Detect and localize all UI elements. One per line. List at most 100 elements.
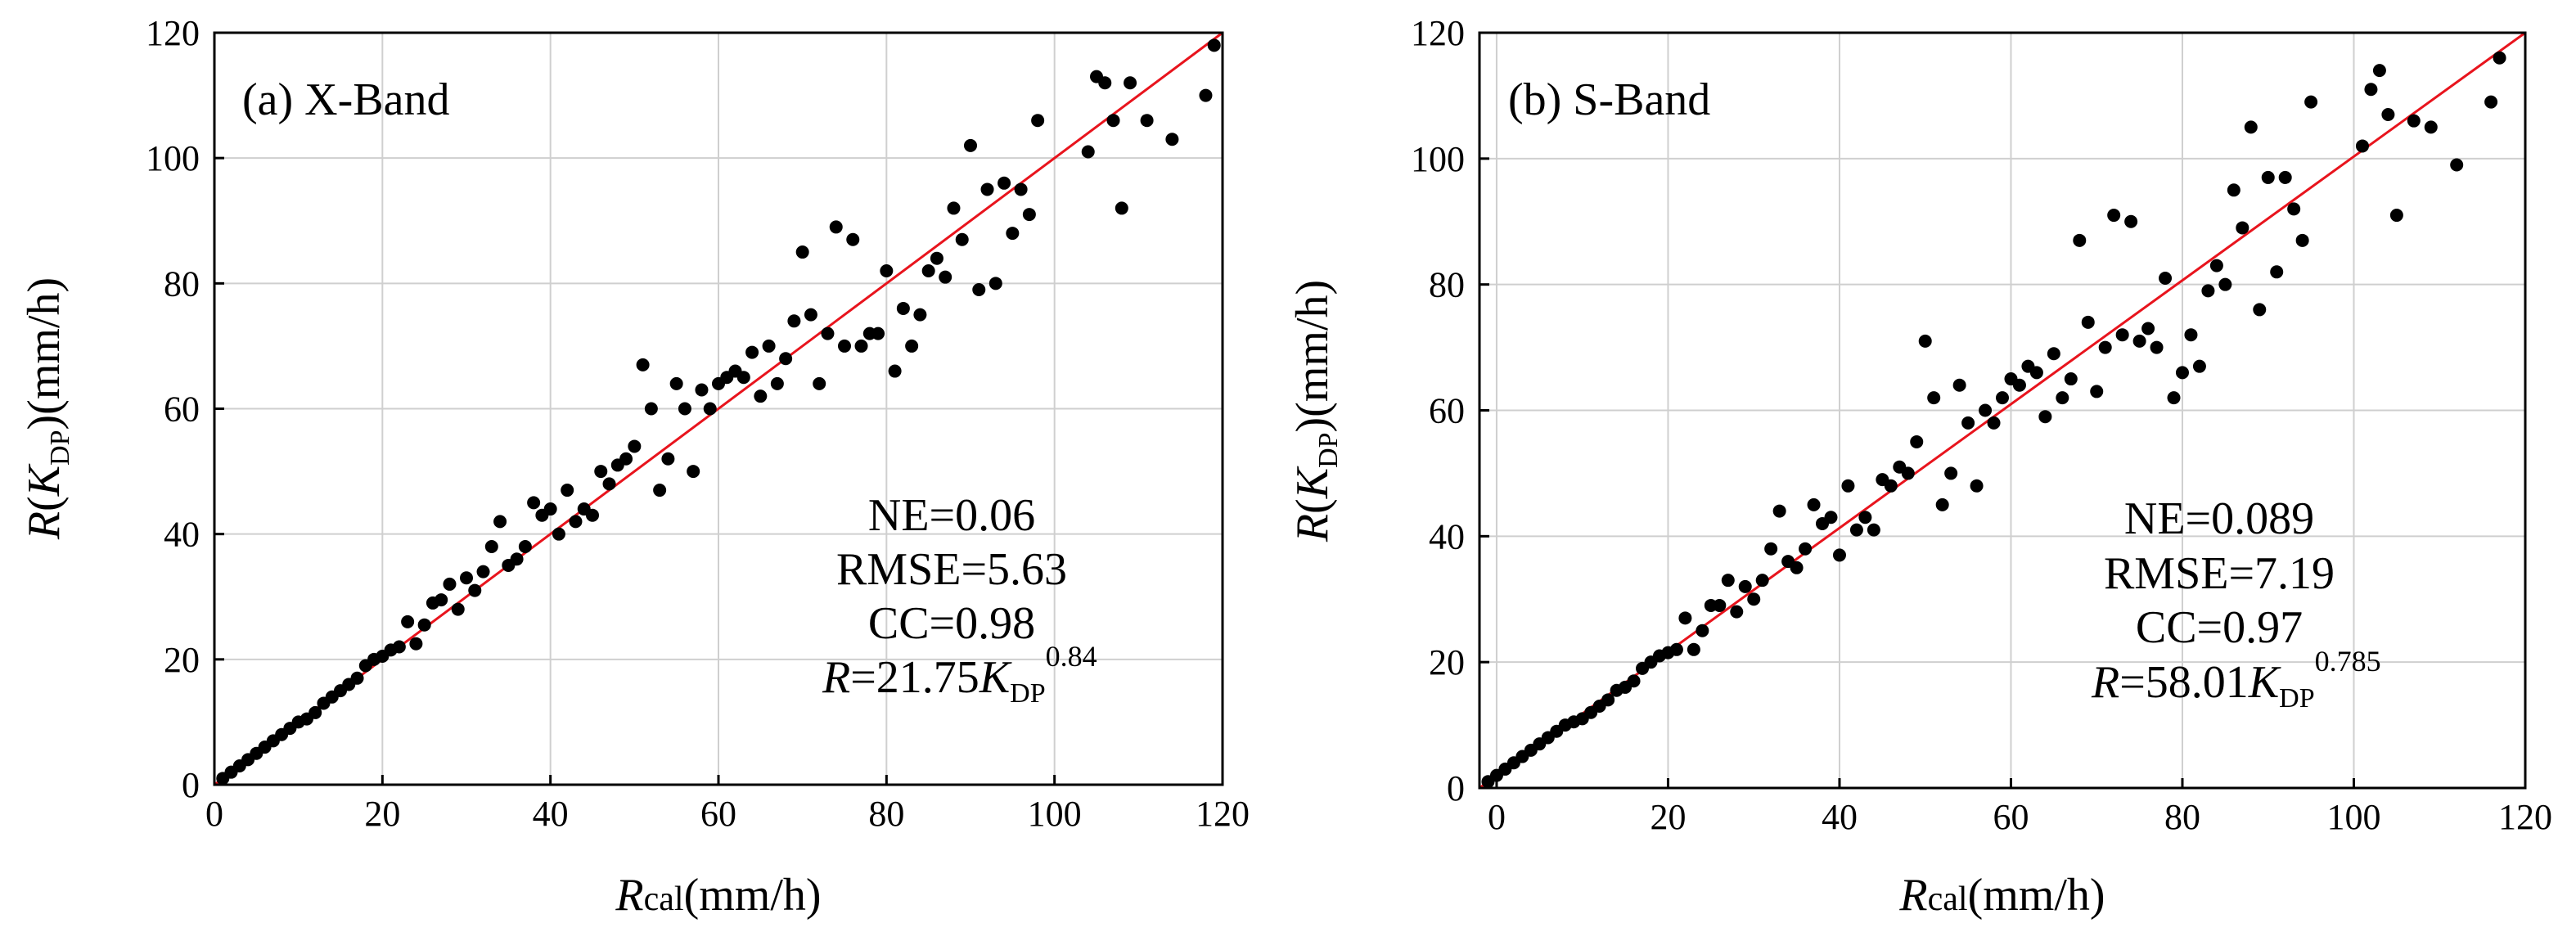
y-tick-label: 80 — [1429, 265, 1465, 305]
x-tick-label: 80 — [2164, 797, 2200, 837]
data-point — [2124, 214, 2138, 228]
data-point — [460, 571, 473, 585]
data-point — [1790, 561, 1804, 574]
data-point — [1824, 511, 1838, 525]
data-point — [871, 326, 885, 340]
data-point — [636, 358, 650, 371]
data-point — [2295, 233, 2309, 247]
data-point — [813, 376, 826, 390]
data-point — [2029, 366, 2043, 380]
y-tick-label: 60 — [1429, 391, 1465, 431]
data-point — [1927, 391, 1941, 405]
data-point — [2107, 209, 2121, 223]
data-point — [687, 465, 700, 479]
x-tick-label: 120 — [1196, 794, 1250, 834]
y-tick-label: 60 — [164, 389, 200, 430]
data-point — [644, 402, 658, 416]
data-point — [1944, 466, 1958, 480]
x-axis-label: Rcal(mm/h) — [1898, 870, 2105, 921]
data-point — [1721, 574, 1735, 588]
data-point — [678, 402, 691, 416]
x-tick-label: 0 — [205, 794, 223, 834]
data-point — [619, 452, 633, 466]
x-label-sub: cal — [1928, 880, 1968, 918]
data-point — [2192, 359, 2206, 373]
data-point — [939, 270, 952, 284]
y-label-main: R — [1287, 514, 1338, 543]
data-point — [510, 552, 524, 566]
eq-k: K — [2248, 657, 2281, 708]
data-point — [2270, 265, 2284, 279]
data-point — [1627, 674, 1641, 688]
data-point — [2056, 391, 2069, 405]
eq-exp: 0.84 — [1046, 640, 1097, 673]
x-tick-label: 0 — [1488, 797, 1506, 837]
x-tick-label: 20 — [364, 794, 400, 834]
data-point — [2244, 120, 2258, 134]
data-point — [947, 201, 961, 215]
data-point — [1081, 145, 1095, 159]
data-point — [1022, 208, 1036, 222]
data-point — [754, 389, 768, 403]
y-tick-label: 40 — [1429, 516, 1465, 556]
data-point — [308, 705, 322, 719]
panel-label: (b) S-Band — [1508, 74, 1710, 125]
eq-sub: DP — [1010, 678, 1045, 709]
data-point — [921, 264, 935, 278]
panel-label: (a) X-Band — [242, 74, 449, 125]
y-label-unit: (mm/h) — [1287, 280, 1338, 417]
x-tick-label: 100 — [2326, 797, 2380, 837]
data-point — [804, 308, 817, 322]
data-point — [846, 232, 860, 246]
data-point — [628, 439, 642, 453]
data-point — [602, 477, 616, 491]
data-point — [1910, 434, 1924, 448]
rmse-stat: RMSE=7.19 — [2104, 548, 2335, 599]
data-point — [468, 583, 482, 597]
rmse-stat: RMSE=5.63 — [836, 544, 1067, 595]
y-tick-label: 20 — [164, 640, 200, 680]
data-point — [703, 402, 717, 416]
data-point — [493, 515, 507, 529]
data-point — [972, 282, 986, 296]
data-point — [527, 496, 541, 510]
data-point — [1867, 523, 1880, 537]
data-point — [1124, 76, 1137, 90]
data-points — [216, 38, 1221, 786]
cc-stat: CC=0.97 — [2136, 602, 2303, 653]
data-point — [854, 339, 868, 353]
data-point — [1199, 88, 1213, 102]
x-tick-label: 100 — [1028, 794, 1082, 834]
data-point — [787, 314, 801, 328]
data-point — [989, 277, 1002, 290]
data-point — [1207, 38, 1221, 52]
data-point — [1031, 114, 1045, 128]
data-point — [2355, 139, 2369, 153]
data-point — [2047, 347, 2060, 361]
data-point — [1687, 642, 1700, 656]
y-label-unit: (mm/h) — [19, 277, 70, 415]
eq-sub: DP — [2279, 683, 2314, 714]
x-tick-label: 20 — [1650, 797, 1686, 837]
data-point — [998, 176, 1011, 190]
y-tick-label: 80 — [164, 263, 200, 304]
data-point — [2038, 410, 2052, 424]
data-point — [2167, 391, 2181, 405]
data-point — [2184, 328, 2198, 342]
eq-coef: =21.75 — [850, 652, 980, 703]
data-point — [1115, 201, 1128, 215]
data-point — [1738, 579, 1752, 593]
y-label-open: ( — [19, 496, 70, 511]
data-point — [838, 339, 851, 353]
data-point — [795, 245, 809, 259]
data-point — [1884, 479, 1898, 493]
data-point — [2141, 322, 2155, 335]
y-tick-label: 100 — [1411, 139, 1465, 179]
data-point — [2150, 340, 2164, 354]
data-point — [745, 345, 759, 359]
x-tick-label: 120 — [2498, 797, 2552, 837]
data-point — [653, 484, 667, 498]
data-point — [552, 527, 565, 541]
data-point — [1747, 592, 1761, 606]
x-tick-label: 40 — [533, 794, 569, 834]
